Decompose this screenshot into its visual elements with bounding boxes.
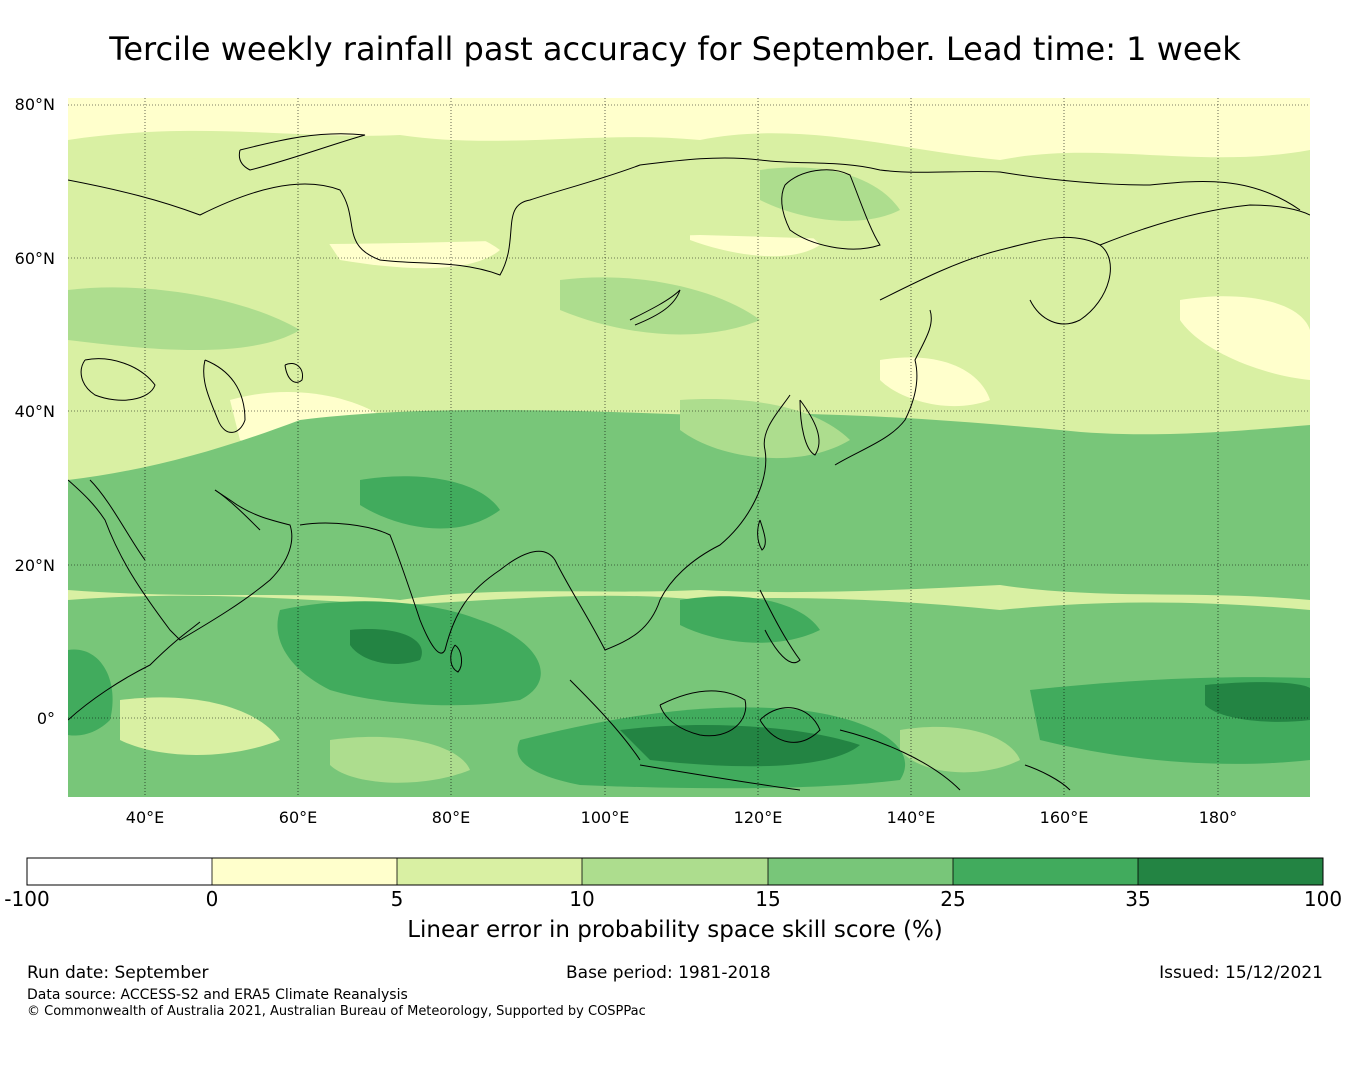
lon-tick-labels: 40°E 60°E 80°E 100°E 120°E 140°E 160°E 1…	[126, 808, 1238, 827]
lon-tick-label: 160°E	[1040, 808, 1089, 827]
colorbar-segment	[1138, 858, 1323, 885]
colorbar-title: Linear error in probability space skill …	[407, 917, 943, 943]
colorbar-tick-label: 10	[569, 887, 595, 911]
colorbar-segment	[212, 858, 397, 885]
colorbar-tick-label: -100	[4, 887, 50, 911]
issued-date: Issued: 15/12/2021	[1159, 963, 1323, 983]
colorbar-segment	[27, 858, 212, 885]
coastlines	[68, 133, 1310, 791]
colorbar-segment	[768, 858, 953, 885]
lat-tick-label: 20°N	[15, 556, 55, 575]
colorbar-segment	[582, 858, 768, 885]
lat-tick-label: 60°N	[15, 249, 55, 268]
lat-tick-label: 0°	[37, 709, 55, 728]
run-date: Run date: September	[27, 963, 209, 983]
lat-tick-label: 80°N	[15, 95, 55, 114]
lon-tick-label: 120°E	[734, 808, 783, 827]
colorbar-tick-label: 35	[1125, 887, 1151, 911]
base-period: Base period: 1981-2018	[566, 963, 771, 983]
colorbar-tick-label: 25	[940, 887, 966, 911]
colorbar-tick-label: 15	[755, 887, 781, 911]
colorbar-tick-label: 100	[1303, 887, 1343, 911]
colorbar-segment	[953, 858, 1138, 885]
lat-tick-label: 40°N	[15, 402, 55, 421]
lon-tick-label: 140°E	[887, 808, 936, 827]
lon-tick-label: 100°E	[581, 808, 630, 827]
lon-tick-label: 180°	[1199, 808, 1238, 827]
colorbar-frame	[26, 857, 1324, 886]
colorbar	[26, 857, 1324, 886]
colorbar-segment	[397, 858, 582, 885]
skill-field	[68, 98, 1310, 797]
gridlines	[68, 98, 1310, 797]
data-source: Data source: ACCESS-S2 and ERA5 Climate …	[27, 987, 408, 1003]
lon-tick-label: 80°E	[432, 808, 470, 827]
colorbar-tick-label: 0	[205, 887, 219, 911]
copyright: © Commonwealth of Australia 2021, Austra…	[27, 1004, 646, 1019]
lon-tick-label: 40°E	[126, 808, 164, 827]
colorbar-tick-label: 5	[390, 887, 404, 911]
map-title: Tercile weekly rainfall past accuracy fo…	[109, 30, 1241, 68]
lat-tick-labels: 80°N 60°N 40°N 20°N 0°	[15, 95, 55, 728]
lon-tick-label: 60°E	[279, 808, 317, 827]
